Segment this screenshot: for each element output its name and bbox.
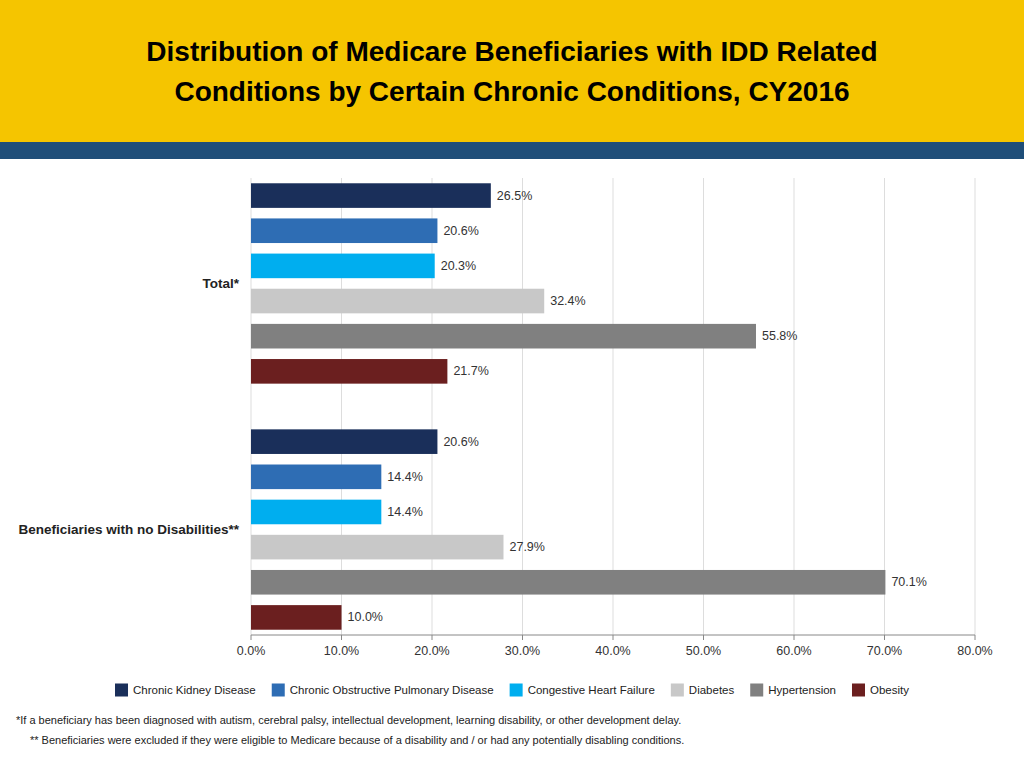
data-label: 20.3%: [441, 259, 476, 273]
x-tick-label: 50.0%: [686, 644, 721, 658]
x-tick-label: 70.0%: [867, 644, 902, 658]
x-tick: [341, 635, 342, 640]
x-tick-label: 30.0%: [505, 644, 540, 658]
data-label: 14.4%: [387, 470, 422, 484]
bars: [251, 183, 885, 629]
grid-line: [432, 178, 433, 635]
footnote: *If a beneficiary has been diagnosed wit…: [16, 714, 681, 726]
bar: [251, 183, 491, 208]
legend-swatch: [852, 684, 865, 697]
bar: [251, 500, 381, 525]
bar: [251, 324, 756, 349]
data-label: 10.0%: [348, 610, 383, 624]
bar: [251, 359, 447, 384]
bar: [251, 465, 381, 490]
bar: [251, 289, 544, 314]
grid-line: [522, 178, 523, 635]
legend-item: Chronic Obstructive Pulmonary Disease: [272, 684, 494, 697]
data-label: 32.4%: [550, 294, 585, 308]
x-tick: [975, 635, 976, 640]
x-tick-label: 0.0%: [237, 644, 266, 658]
legend-label: Diabetes: [689, 684, 735, 696]
legend-label: Chronic Obstructive Pulmonary Disease: [290, 684, 494, 696]
legend-item: Congestive Heart Failure: [510, 684, 655, 697]
data-label: 55.8%: [762, 329, 797, 343]
title: Distribution of Medicare Beneficiaries w…: [146, 36, 877, 67]
legend-item: Chronic Kidney Disease: [115, 684, 256, 697]
title-stripe: [0, 142, 1024, 159]
grid-line: [341, 178, 342, 635]
data-label: 26.5%: [497, 189, 532, 203]
legend-swatch: [115, 684, 128, 697]
legend-label: Chronic Kidney Disease: [133, 684, 256, 696]
legend: Chronic Kidney Disease Chronic Obstructiv…: [115, 684, 909, 697]
x-tick-label: 60.0%: [776, 644, 811, 658]
legend-item: Obesity: [852, 684, 909, 697]
data-label: 70.1%: [891, 575, 926, 589]
bar: [251, 218, 437, 243]
grid-line: [794, 178, 795, 635]
bar: [251, 605, 342, 630]
data-label: 20.6%: [443, 224, 478, 238]
x-tick-label: 80.0%: [957, 644, 992, 658]
legend-item: Hypertension: [750, 684, 836, 697]
data-label: 14.4%: [387, 505, 422, 519]
legend-label: Obesity: [870, 684, 909, 696]
grid-line: [975, 178, 976, 635]
grid-line: [703, 178, 704, 635]
legend-swatch: [750, 684, 763, 697]
legend-swatch: [510, 684, 523, 697]
x-tick-label: 10.0%: [324, 644, 359, 658]
legend-label: Hypertension: [768, 684, 836, 696]
x-tick-label: 40.0%: [595, 644, 630, 658]
x-tick: [884, 635, 885, 640]
grid: [251, 178, 975, 640]
chart: Distribution of Medicare Beneficiaries w…: [0, 0, 1024, 768]
category-label: Beneficiaries with no Disabilities**: [18, 522, 239, 537]
data-labels: 26.5% 20.6% 20.6% 14.4% 20.3% 14.4% 32.4% 27.9%…: [348, 189, 927, 625]
legend-item: Diabetes: [671, 684, 735, 697]
x-tick: [432, 635, 433, 640]
bar: [251, 429, 437, 454]
legend-label: Congestive Heart Failure: [528, 684, 655, 696]
x-tick: [794, 635, 795, 640]
grid-line: [251, 178, 252, 635]
bar: [251, 254, 435, 279]
data-label: 20.6%: [443, 435, 478, 449]
x-tick: [522, 635, 523, 640]
footnote: ** Beneficiaries were excluded if they w…: [30, 734, 684, 746]
title-band: [0, 0, 1024, 142]
data-label: 27.9%: [509, 540, 544, 554]
grid-line: [884, 178, 885, 635]
legend-swatch: [272, 684, 285, 697]
legend-swatch: [671, 684, 684, 697]
bar: [251, 535, 503, 560]
x-tick: [251, 635, 252, 640]
x-axis-line: [251, 635, 975, 636]
title: Conditions by Certain Chronic Conditions…: [174, 76, 849, 107]
data-label: 21.7%: [453, 364, 488, 378]
x-tick: [613, 635, 614, 640]
x-tick: [703, 635, 704, 640]
category-label: Total*: [203, 276, 240, 291]
background: [0, 0, 1024, 768]
bar: [251, 570, 885, 595]
x-tick-label: 20.0%: [414, 644, 449, 658]
grid-line: [613, 178, 614, 635]
